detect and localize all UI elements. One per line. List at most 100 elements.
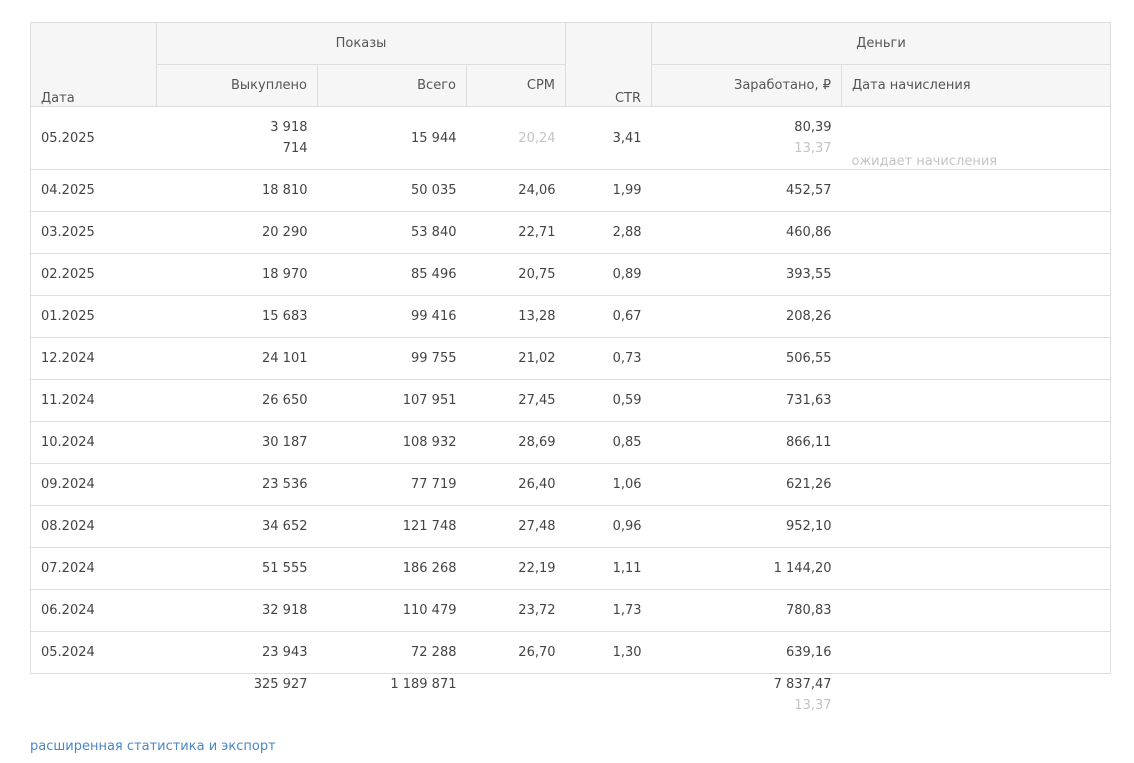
cell-bought: 30 187 xyxy=(156,421,318,464)
table-footer: 325 927 1 189 871 7 837,47 13,37 xyxy=(31,674,1111,717)
cell-bought: 18 810 xyxy=(156,169,318,212)
cell-cpm: 21,02 xyxy=(466,337,566,380)
cell-date: 10.2024 xyxy=(30,421,157,464)
cell-total: 77 719 xyxy=(317,463,467,506)
cell-total: 85 496 xyxy=(317,253,467,296)
cell-cpm: 26,70 xyxy=(466,631,566,674)
cell-cpm: 20,24 xyxy=(466,106,566,170)
totals-earned-value: 7 837,47 xyxy=(773,677,832,692)
cell-cpm: 27,48 xyxy=(466,505,566,548)
cell-earned: 639,16 xyxy=(651,631,842,674)
cell-earned: 460,86 xyxy=(651,211,842,254)
cell-earned: 506,55 xyxy=(651,337,842,380)
cell-date: 11.2024 xyxy=(30,379,157,422)
totals-pending-value: 13,37 xyxy=(794,698,832,713)
cell-date: 12.2024 xyxy=(30,337,157,380)
table-row: 04.2025 18 810 50 035 24,06 1,99 452,57 xyxy=(30,169,1112,212)
totals-accrual-empty xyxy=(842,674,1111,717)
totals-cpm-empty xyxy=(467,674,566,717)
cell-total: 108 932 xyxy=(317,421,467,464)
cell-accrual-date xyxy=(841,589,1112,632)
table-row-current-month: 05.2025 3 918 714 15 944 20,24 3,41 80,3… xyxy=(30,106,1112,170)
totals-bought-value: 325 927 xyxy=(253,677,308,692)
totals-ctr-empty xyxy=(566,674,652,717)
cell-accrual-date xyxy=(841,211,1112,254)
cell-date: 05.2024 xyxy=(30,631,157,674)
cell-ctr: 1,99 xyxy=(565,169,652,212)
cell-total: 99 755 xyxy=(317,337,467,380)
cell-accrual-date xyxy=(841,421,1112,464)
cell-bought: 18 970 xyxy=(156,253,318,296)
stats-table-container: Дата Показы CTR Деньги Выкуплено Всего C… xyxy=(30,22,1112,717)
cell-ctr: 0,59 xyxy=(565,379,652,422)
totals-total: 1 189 871 xyxy=(318,674,467,717)
cell-total: 99 416 xyxy=(317,295,467,338)
cell-cpm: 22,71 xyxy=(466,211,566,254)
cell-date: 07.2024 xyxy=(30,547,157,590)
cell-bought: 23 536 xyxy=(156,463,318,506)
cell-bought: 34 652 xyxy=(156,505,318,548)
cell-earned: 731,63 xyxy=(651,379,842,422)
cell-accrual-date xyxy=(841,631,1112,674)
table-row: 12.2024 24 101 99 755 21,02 0,73 506,55 xyxy=(30,337,1112,380)
cell-earned: 952,10 xyxy=(651,505,842,548)
cell-earned: 80,39 13,37 xyxy=(651,106,842,170)
earned-pending-value: 13,37 xyxy=(794,141,832,156)
totals-earned: 7 837,47 13,37 xyxy=(652,674,842,717)
cell-ctr: 1,11 xyxy=(565,547,652,590)
cell-total: 53 840 xyxy=(317,211,467,254)
totals-spacer xyxy=(31,674,157,717)
cell-cpm: 22,19 xyxy=(466,547,566,590)
cell-ctr: 0,96 xyxy=(565,505,652,548)
cell-ctr: 1,73 xyxy=(565,589,652,632)
cell-total: 50 035 xyxy=(317,169,467,212)
cell-ctr: 3,41 xyxy=(565,106,652,170)
cell-cpm: 20,75 xyxy=(466,253,566,296)
stats-table: Дата Показы CTR Деньги Выкуплено Всего C… xyxy=(30,22,1112,717)
cell-total: 15 944 xyxy=(317,106,467,170)
extended-stats-export-link[interactable]: расширенная статистика и экспорт xyxy=(30,739,276,754)
cell-cpm: 13,28 xyxy=(466,295,566,338)
table-row: 11.2024 26 650 107 951 27,45 0,59 731,63 xyxy=(30,379,1112,422)
cell-date: 06.2024 xyxy=(30,589,157,632)
table-row: 07.2024 51 555 186 268 22,19 1,11 1 144,20 xyxy=(30,547,1112,590)
cell-ctr: 1,30 xyxy=(565,631,652,674)
header-earned: Заработано, ₽ xyxy=(651,64,843,107)
cell-ctr: 1,06 xyxy=(565,463,652,506)
cell-total: 121 748 xyxy=(317,505,467,548)
table-row: 10.2024 30 187 108 932 28,69 0,85 866,11 xyxy=(30,421,1112,464)
cell-accrual-status: ожидает начисления xyxy=(841,106,1112,170)
cell-cpm: 26,40 xyxy=(466,463,566,506)
cell-accrual-date xyxy=(841,253,1112,296)
header-total: Всего xyxy=(317,64,467,107)
cell-bought: 20 290 xyxy=(156,211,318,254)
cell-bought: 23 943 xyxy=(156,631,318,674)
cell-total: 107 951 xyxy=(317,379,467,422)
cell-total: 72 288 xyxy=(317,631,467,674)
table-row: 05.2024 23 943 72 288 26,70 1,30 639,16 xyxy=(30,631,1112,674)
cell-date: 01.2025 xyxy=(30,295,157,338)
cell-accrual-date xyxy=(841,379,1112,422)
totals-row: 325 927 1 189 871 7 837,47 13,37 xyxy=(31,674,1111,717)
cell-ctr: 0,89 xyxy=(565,253,652,296)
cell-bought: 24 101 xyxy=(156,337,318,380)
header-money-group: Деньги xyxy=(651,22,1112,65)
cell-ctr: 0,67 xyxy=(565,295,652,338)
cell-cpm: 27,45 xyxy=(466,379,566,422)
cell-accrual-date xyxy=(841,505,1112,548)
cell-earned: 866,11 xyxy=(651,421,842,464)
totals-total-value: 1 189 871 xyxy=(390,677,457,692)
cell-accrual-date xyxy=(841,547,1112,590)
cell-cpm: 23,72 xyxy=(466,589,566,632)
table-row: 02.2025 18 970 85 496 20,75 0,89 393,55 xyxy=(30,253,1112,296)
table-row: 08.2024 34 652 121 748 27,48 0,96 952,10 xyxy=(30,505,1112,548)
cell-earned: 621,26 xyxy=(651,463,842,506)
table-body: 05.2025 3 918 714 15 944 20,24 3,41 80,3… xyxy=(30,106,1112,674)
table-row: 03.2025 20 290 53 840 22,71 2,88 460,86 xyxy=(30,211,1112,254)
cell-bought: 3 918 714 xyxy=(156,106,318,170)
cell-ctr: 2,88 xyxy=(565,211,652,254)
bought-value: 3 918 xyxy=(270,120,308,135)
cell-accrual-date xyxy=(841,169,1112,212)
cell-bought: 51 555 xyxy=(156,547,318,590)
table-row: 06.2024 32 918 110 479 23,72 1,73 780,83 xyxy=(30,589,1112,632)
